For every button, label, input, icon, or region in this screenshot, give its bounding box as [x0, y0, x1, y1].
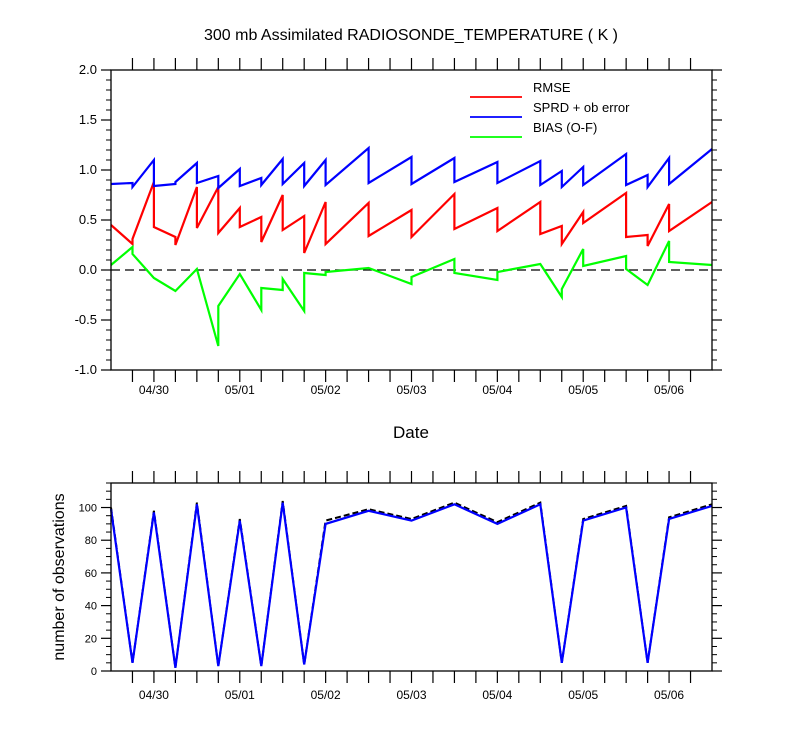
- bottom-x-tick-label: 05/06: [654, 688, 684, 702]
- top-x-tick-label: 05/02: [311, 383, 341, 397]
- top-x-tick-label: 05/06: [654, 383, 684, 397]
- legend-label-0: RMSE: [533, 80, 571, 95]
- top-series-bias-o-f: [110, 240, 713, 347]
- bottom-y-tick-label: 100: [79, 503, 97, 515]
- bottom-x-tick-label: 05/03: [396, 688, 426, 702]
- bottom-axes: 04/30 05/01 05/02 05/03 05/04 05/05 05/06 0 20 40…: [79, 471, 722, 702]
- top-x-tick-label: 04/30: [139, 383, 169, 397]
- top-x-tick-label: 05/01: [225, 383, 255, 397]
- bottom-series-group: [109, 500, 713, 668]
- top-x-tick-label: 05/05: [568, 383, 598, 397]
- top-series-rmse: [110, 181, 713, 254]
- top-y-tick-label: 1.0: [79, 162, 97, 177]
- top-y-tick-label: 2.0: [79, 62, 97, 77]
- top-series-group: [110, 145, 713, 347]
- top-x-tick-label: 05/04: [482, 383, 512, 397]
- top-y-tick-label: 0.5: [79, 212, 97, 227]
- bottom-y-tick-label: 40: [85, 601, 97, 613]
- bottom-y-tick-label: 80: [85, 535, 97, 547]
- bottom-plot-frame: [110, 482, 713, 672]
- top-y-tick-label: -1.0: [75, 362, 97, 377]
- top-series-sprd-ob-error: [110, 145, 713, 191]
- bottom-y-tick-label: 0: [91, 666, 97, 678]
- bottom-x-tick-label: 05/01: [225, 688, 255, 702]
- legend: RMSE SPRD + ob error BIAS (O-F): [470, 80, 630, 138]
- bottom-series-assimilated: [109, 502, 713, 668]
- bottom-series-observations: [110, 500, 713, 668]
- bottom-x-tick-label: 05/02: [311, 688, 341, 702]
- bottom-x-tick-label: 04/30: [139, 688, 169, 702]
- x-axis-label: Date: [393, 423, 429, 442]
- chart-title: 300 mb Assimilated RADIOSONDE_TEMPERATUR…: [204, 27, 618, 44]
- bottom-y-tick-label: 60: [85, 568, 97, 580]
- top-axes: 04/30 05/01 05/02 05/03 05/04 05/05 05/06 -1.0 -…: [75, 58, 722, 397]
- top-y-tick-label: -0.5: [75, 312, 97, 327]
- top-y-tick-label: 0.0: [79, 262, 97, 277]
- bottom-x-tick-label: 05/04: [482, 688, 512, 702]
- legend-label-1: SPRD + ob error: [533, 100, 630, 115]
- top-x-tick-label: 05/03: [396, 383, 426, 397]
- top-y-tick-label: 1.5: [79, 112, 97, 127]
- y-axis-label-observations: number of observations: [51, 493, 68, 660]
- legend-label-2: BIAS (O-F): [533, 120, 597, 135]
- bottom-x-tick-label: 05/05: [568, 688, 598, 702]
- bottom-y-tick-label: 20: [85, 633, 97, 645]
